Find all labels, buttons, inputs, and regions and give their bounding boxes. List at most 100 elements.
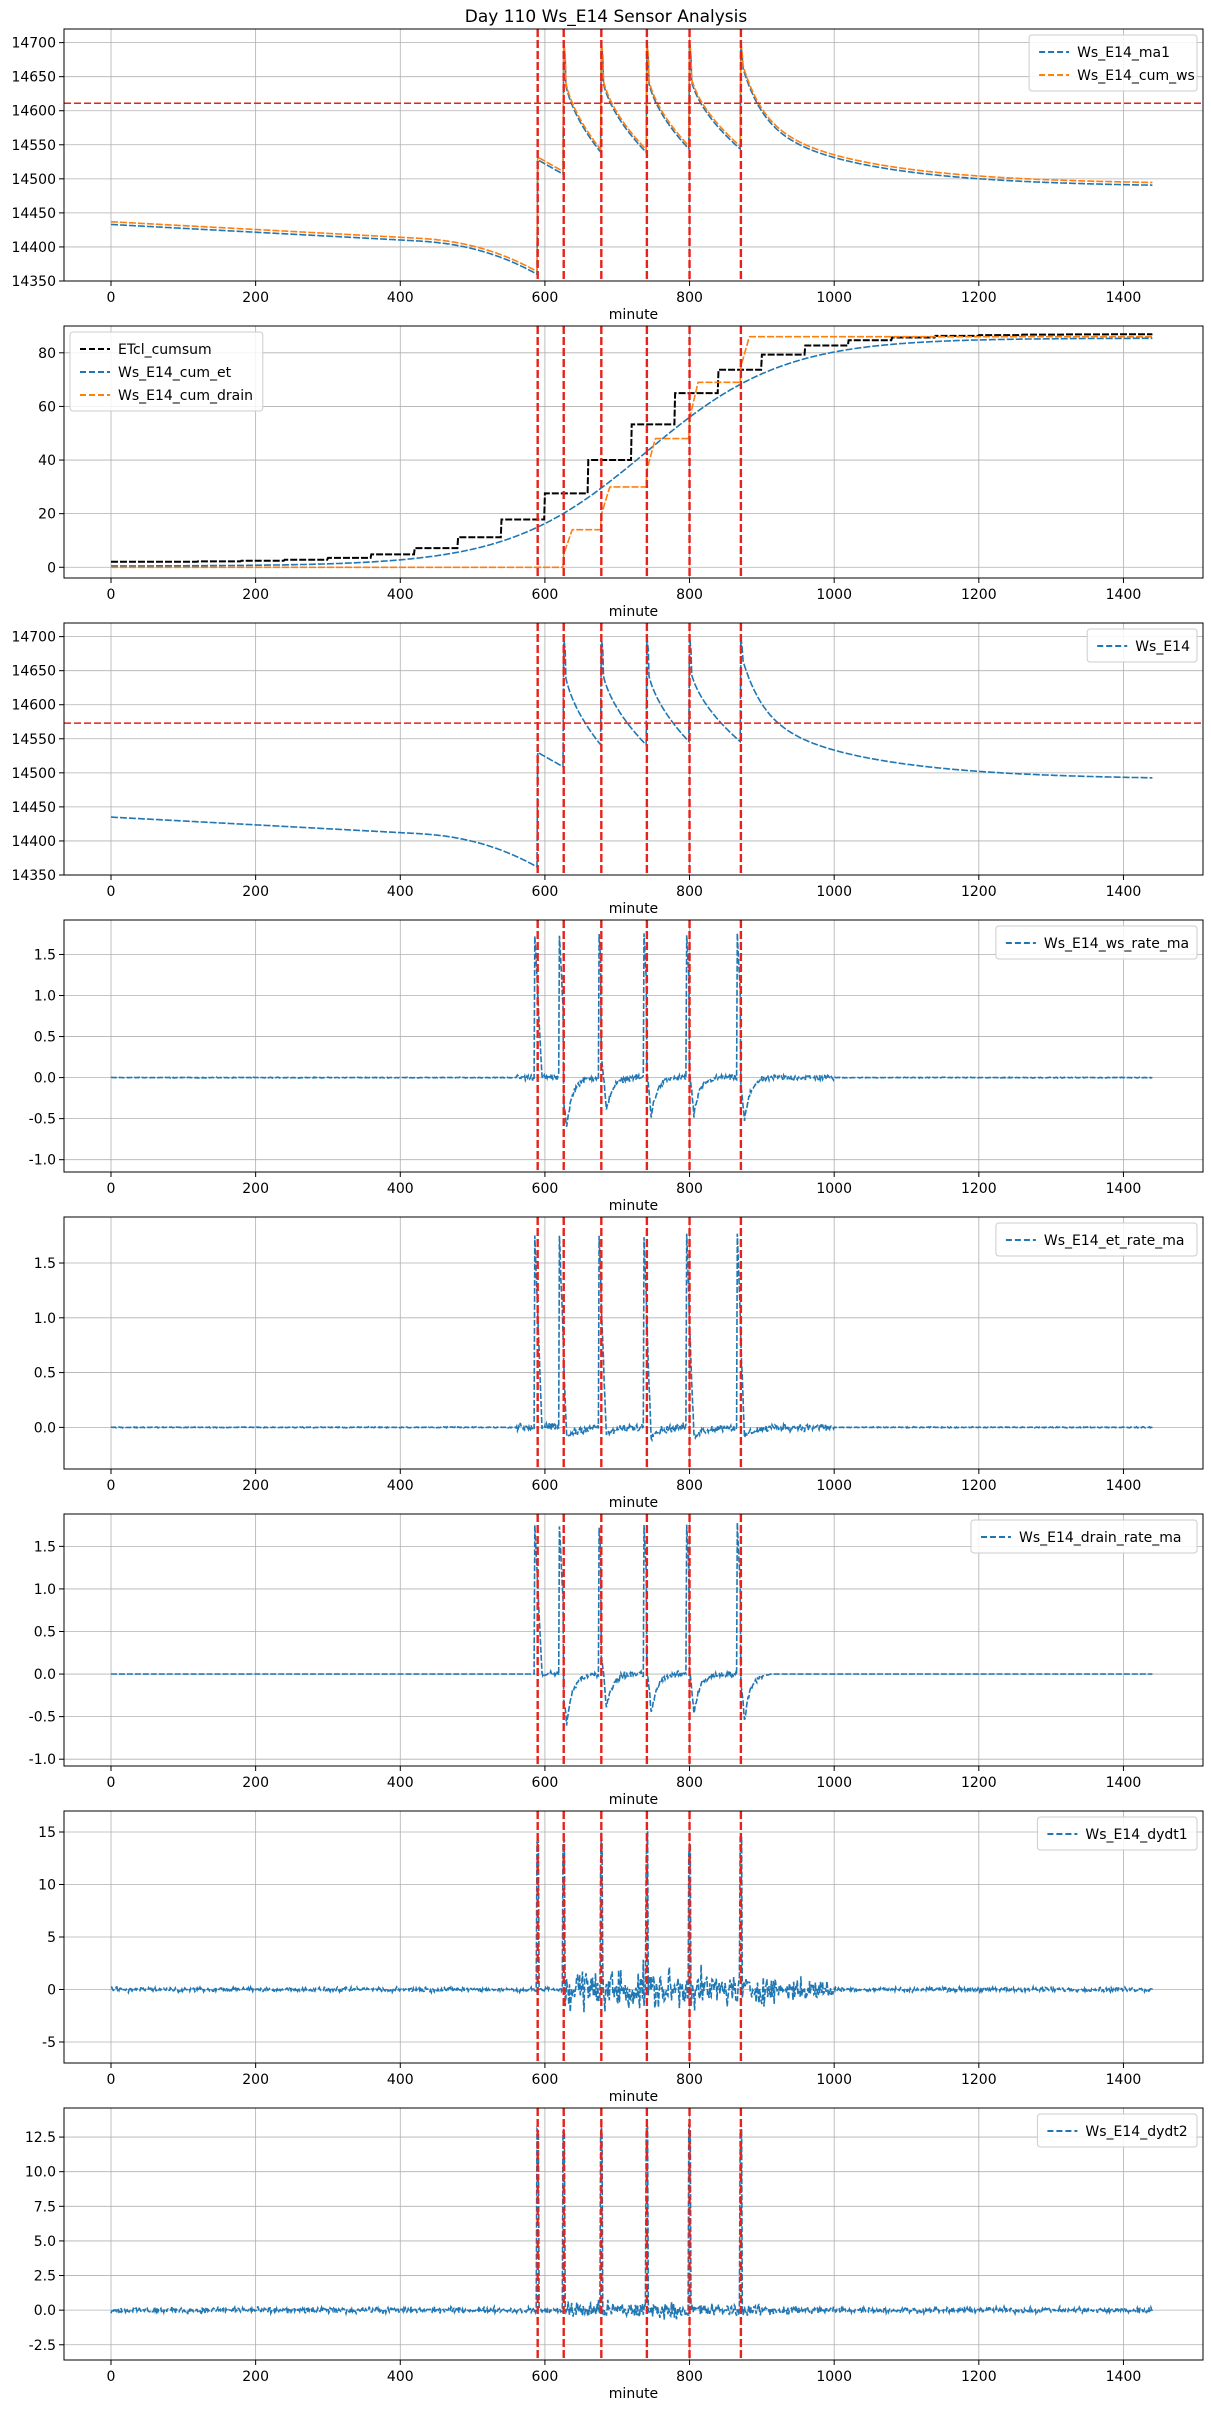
y-tick-label: 0 [47, 560, 56, 576]
x-tick-label: 200 [242, 2369, 269, 2385]
series-line-Ws_E14_cum_ws [110, 41, 1153, 273]
y-tick-label: 0 [47, 1983, 56, 1999]
legend: ETcl_cumsum Ws_E14_cum_et Ws_E14_cum_drain [69, 331, 264, 412]
x-axis-label: minute [609, 1495, 658, 1511]
x-tick-label: 0 [107, 884, 116, 900]
x-tick-label: 800 [676, 1181, 703, 1197]
x-tick-label: 200 [242, 587, 269, 603]
y-tick-label: 14600 [11, 104, 56, 120]
x-axis-label: minute [609, 2386, 658, 2402]
y-tick-label: 14400 [11, 834, 56, 850]
chart-panel-3: 0 200 400 600 800 1000 1200 1400 14350 14400 14450… [11, 622, 1204, 917]
x-tick-label: 600 [532, 1478, 559, 1494]
y-tick-label: 1.0 [34, 1582, 56, 1598]
x-axis-label: minute [609, 1792, 658, 1808]
y-tick-label: 1.5 [34, 1256, 56, 1272]
chart-panel-5: 0 200 400 600 800 1000 1200 1400 0.0 0.5 1.0 1.5 min… [34, 1216, 1204, 1511]
legend-label: Ws_E14_ma1 [1077, 45, 1170, 61]
y-tick-label: -5 [42, 2035, 56, 2051]
x-tick-label: 400 [387, 1478, 414, 1494]
axes-frame [63, 622, 1204, 876]
x-tick-label: 1000 [816, 884, 852, 900]
y-tick-label: 5 [47, 1930, 56, 1946]
y-tick-label: 60 [38, 399, 56, 415]
y-tick-label: 10.0 [25, 2165, 56, 2181]
x-tick-label: 200 [242, 290, 269, 306]
y-tick-label: 80 [38, 346, 56, 362]
series-line-Ws_E14_ma1 [111, 43, 1153, 276]
x-axis-label: minute [609, 604, 658, 620]
x-tick-label: 200 [242, 884, 269, 900]
series-line-Ws_E14_dydt1 [110, 1830, 1154, 2013]
y-tick-label: 1.0 [34, 1311, 56, 1327]
x-tick-label: 1000 [816, 2072, 852, 2088]
legend: Ws_E14_dydt2 [1036, 2113, 1198, 2148]
x-tick-label: 0 [107, 1775, 116, 1791]
axes-frame [63, 325, 1204, 579]
panels: 0 200 400 600 800 1000 1200 1400143501440014450… [11, 28, 1204, 2402]
x-tick-label: 1200 [961, 1181, 997, 1197]
x-tick-label: 0 [107, 2072, 116, 2088]
chart-panel-1: 0 200 400 600 800 1000 1200 1400 14350 14400 14450… [11, 28, 1204, 323]
legend-label: Ws_E14_drain_rate_ma [1019, 1530, 1181, 1546]
legend: Ws_E14_et_rate_ma [995, 1222, 1198, 1257]
y-tick-label: -1.0 [29, 1752, 56, 1768]
x-tick-label: 1400 [1106, 1775, 1142, 1791]
y-tick-label: 1.5 [34, 947, 56, 963]
x-tick-label: 600 [532, 1775, 559, 1791]
y-tick-label: 14350 [11, 868, 56, 884]
y-tick-label: 1.0 [34, 989, 56, 1005]
legend-box [1036, 2113, 1198, 2148]
x-axis-label: minute [609, 2089, 658, 2105]
x-tick-label: 800 [676, 884, 703, 900]
chart-panel-2: 0 200 400 600 800 1000 1200 1400 0 20 40 60 80 minute… [38, 325, 1204, 620]
y-tick-label: 0.5 [34, 1624, 56, 1640]
y-tick-label: 0.0 [34, 1071, 56, 1087]
x-tick-label: 400 [387, 587, 414, 603]
x-tick-label: 1000 [816, 1775, 852, 1791]
y-tick-label: 14500 [11, 766, 56, 782]
y-tick-label: 20 [38, 507, 56, 523]
x-tick-label: 600 [532, 884, 559, 900]
series-line-Ws_E14_drain_rate_ma [110, 1522, 1153, 1726]
x-tick-label: 200 [242, 1478, 269, 1494]
y-tick-label: -1.0 [29, 1153, 56, 1169]
chart-panel-4: 0 200 400 600 800 1000 1200 1400 -1.0 -0.5 0.0 0.5 1… [29, 919, 1204, 1214]
series-line-ETcl_cumsum [111, 333, 1153, 563]
x-tick-label: 600 [532, 1181, 559, 1197]
x-tick-label: 200 [242, 2072, 269, 2088]
x-tick-label: 600 [532, 290, 559, 306]
legend-label: Ws_E14_cum_ws [1077, 68, 1195, 84]
x-tick-label: 400 [387, 884, 414, 900]
y-tick-label: 14450 [11, 800, 56, 816]
series-line-Ws_E14_cum_et [111, 337, 1153, 567]
y-tick-label: 14700 [11, 630, 56, 646]
x-tick-label: 0 [107, 1181, 116, 1197]
legend-label: Ws_E14_dydt1 [1085, 1827, 1187, 1843]
x-tick-label: 400 [387, 1775, 414, 1791]
y-tick-label: 12.5 [25, 2130, 56, 2146]
y-tick-label: 14700 [11, 36, 56, 52]
legend-box [1086, 628, 1198, 663]
chart-panel-8: 0 200 400 600 800 1000 1200 1400 -2.5 0.0 2.5 5.0 7.… [25, 2107, 1204, 2402]
x-tick-label: 800 [676, 587, 703, 603]
x-tick-label: 200 [242, 1181, 269, 1197]
x-tick-label: 0 [107, 290, 116, 306]
x-tick-label: 600 [532, 2072, 559, 2088]
series-line-Ws_E14_ws_rate_ma [110, 933, 1153, 1127]
y-tick-label: -2.5 [29, 2338, 56, 2354]
y-tick-label: 10 [38, 1878, 56, 1894]
legend-label: Ws_E14_ws_rate_ma [1044, 936, 1189, 952]
legend-label: Ws_E14_cum_drain [118, 388, 253, 404]
legend: Ws_E14_dydt1 [1036, 1816, 1198, 1851]
legend-box [995, 925, 1198, 960]
x-tick-label: 1200 [961, 2072, 997, 2088]
series-line-Ws_E14_et_rate_ma [110, 1233, 1153, 1443]
legend-box [1028, 34, 1198, 92]
x-tick-label: 1200 [961, 1775, 997, 1791]
x-tick-label: 1400 [1106, 1478, 1142, 1494]
x-tick-label: 1400 [1106, 2369, 1142, 2385]
y-tick-label: 14450 [11, 206, 56, 222]
x-tick-label: 0 [107, 1478, 116, 1494]
x-tick-label: 1200 [961, 2369, 997, 2385]
